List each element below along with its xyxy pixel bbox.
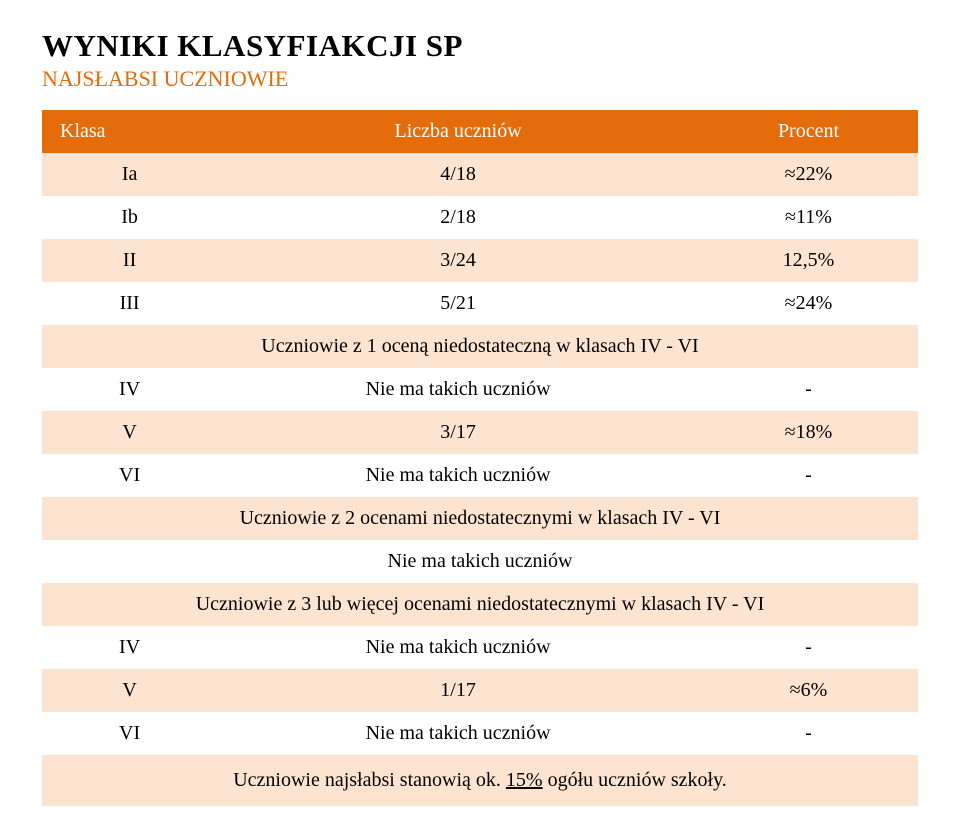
cell-liczba: 5/21 [217, 282, 699, 325]
cell-procent: ≈24% [699, 282, 918, 325]
table-footer-row: Uczniowie najsłabsi stanowią ok. 15% ogó… [42, 755, 918, 806]
cell-klasa: VI [42, 712, 217, 755]
cell-klasa: IV [42, 626, 217, 669]
table-row: V1/17≈6% [42, 669, 918, 712]
span-cell: Nie ma takich uczniów [42, 540, 918, 583]
table-row: IVNie ma takich uczniów- [42, 368, 918, 411]
cell-klasa: V [42, 669, 217, 712]
footer-cell: Uczniowie najsłabsi stanowią ok. 15% ogó… [42, 755, 918, 806]
page-subtitle: NAJSŁABSI UCZNIOWIE [42, 66, 918, 92]
table-span-row: Nie ma takich uczniów [42, 540, 918, 583]
table-span-row: Uczniowie z 3 lub więcej ocenami niedost… [42, 583, 918, 626]
cell-klasa: II [42, 239, 217, 282]
cell-liczba: Nie ma takich uczniów [217, 368, 699, 411]
page-title: WYNIKI KLASYFIAKCJI SP [42, 28, 918, 64]
table-row: VINie ma takich uczniów- [42, 712, 918, 755]
cell-procent: 12,5% [699, 239, 918, 282]
cell-procent: - [699, 454, 918, 497]
table-row: III5/21≈24% [42, 282, 918, 325]
cell-liczba: Nie ma takich uczniów [217, 712, 699, 755]
col-header-klasa: Klasa [42, 110, 217, 153]
cell-procent: - [699, 712, 918, 755]
cell-liczba: 3/17 [217, 411, 699, 454]
table-row: II3/2412,5% [42, 239, 918, 282]
cell-klasa: V [42, 411, 217, 454]
span-cell: Uczniowie z 1 oceną niedostateczną w kla… [42, 325, 918, 368]
table-header-row: Klasa Liczba uczniów Procent [42, 110, 918, 153]
span-cell: Uczniowie z 2 ocenami niedostatecznymi w… [42, 497, 918, 540]
cell-procent: - [699, 368, 918, 411]
table-span-row: Uczniowie z 1 oceną niedostateczną w kla… [42, 325, 918, 368]
col-header-liczba: Liczba uczniów [217, 110, 699, 153]
cell-liczba: 3/24 [217, 239, 699, 282]
cell-liczba: 4/18 [217, 153, 699, 196]
cell-klasa: Ib [42, 196, 217, 239]
col-header-procent: Procent [699, 110, 918, 153]
cell-liczba: Nie ma takich uczniów [217, 626, 699, 669]
cell-klasa: Ia [42, 153, 217, 196]
footer-percent: 15% [506, 769, 543, 791]
cell-procent: ≈22% [699, 153, 918, 196]
cell-procent: ≈6% [699, 669, 918, 712]
table-row: Ib2/18≈11% [42, 196, 918, 239]
results-table: Klasa Liczba uczniów Procent Ia4/18≈22%I… [42, 110, 918, 806]
cell-procent: - [699, 626, 918, 669]
table-row: Ia4/18≈22% [42, 153, 918, 196]
cell-procent: ≈18% [699, 411, 918, 454]
cell-klasa: III [42, 282, 217, 325]
cell-liczba: 1/17 [217, 669, 699, 712]
table-body: Ia4/18≈22%Ib2/18≈11%II3/2412,5%III5/21≈2… [42, 153, 918, 806]
cell-procent: ≈11% [699, 196, 918, 239]
footer-suffix: ogółu uczniów szkoły. [543, 769, 727, 791]
span-cell: Uczniowie z 3 lub więcej ocenami niedost… [42, 583, 918, 626]
page: WYNIKI KLASYFIAKCJI SP NAJSŁABSI UCZNIOW… [0, 0, 960, 826]
cell-klasa: VI [42, 454, 217, 497]
cell-klasa: IV [42, 368, 217, 411]
cell-liczba: Nie ma takich uczniów [217, 454, 699, 497]
table-row: VINie ma takich uczniów- [42, 454, 918, 497]
cell-liczba: 2/18 [217, 196, 699, 239]
footer-prefix: Uczniowie najsłabsi stanowią ok. [233, 769, 506, 791]
table-span-row: Uczniowie z 2 ocenami niedostatecznymi w… [42, 497, 918, 540]
table-row: V3/17≈18% [42, 411, 918, 454]
table-row: IVNie ma takich uczniów- [42, 626, 918, 669]
